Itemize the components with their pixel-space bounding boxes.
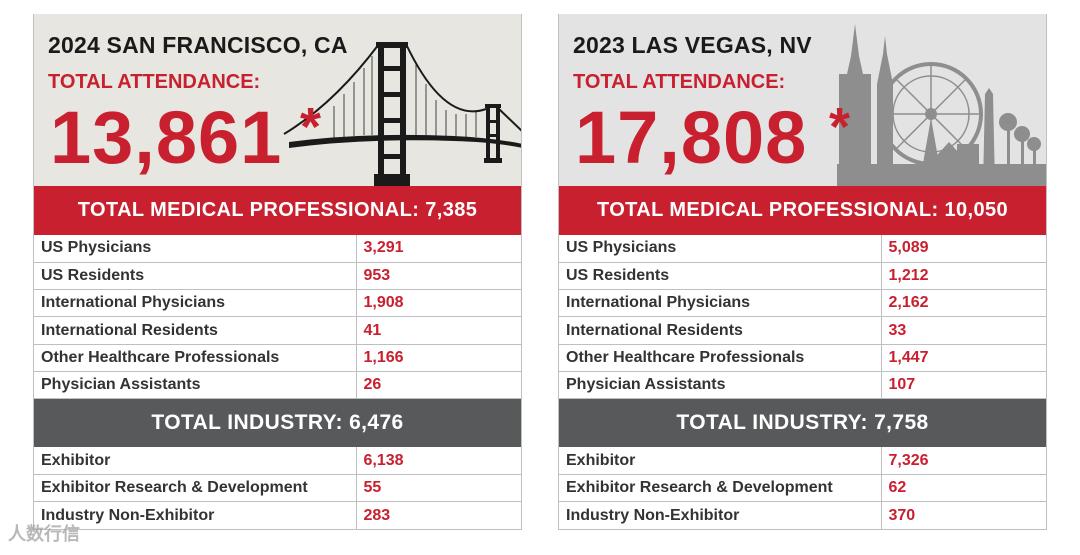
row-label: International Physicians xyxy=(559,289,882,318)
row-label: Other Healthcare Professionals xyxy=(34,344,357,372)
row-label: US Physicians xyxy=(34,235,357,263)
row-label: Industry Non-Exhibitor xyxy=(559,501,882,530)
table-row: US Physicians 5,089 xyxy=(559,235,1046,263)
table-row: Physician Assistants 107 xyxy=(559,371,1046,400)
row-value: 283 xyxy=(356,501,521,530)
sf-hero: 2024 SAN FRANCISCO, CA TOTAL ATTENDANCE:… xyxy=(34,14,521,186)
attendance-asterisk: * xyxy=(829,97,851,157)
row-label: Exhibitor Research & Development xyxy=(34,474,357,503)
row-label: Industry Non-Exhibitor xyxy=(34,501,357,530)
row-value: 1,447 xyxy=(881,344,1046,372)
san-francisco-panel: 2024 SAN FRANCISCO, CA TOTAL ATTENDANCE:… xyxy=(33,14,522,530)
table-row: US Physicians 3,291 xyxy=(34,235,521,263)
lv-hero: 2023 LAS VEGAS, NV TOTAL ATTENDANCE: 17,… xyxy=(559,14,1046,186)
watermark: 人数行信 xyxy=(8,524,80,544)
row-label: International Residents xyxy=(34,316,357,345)
row-label: International Residents xyxy=(559,316,882,345)
table-row: International Physicians 1,908 xyxy=(34,289,521,318)
row-value: 1,908 xyxy=(356,289,521,318)
row-label: US Residents xyxy=(34,262,357,291)
row-value: 2,162 xyxy=(881,289,1046,318)
row-value: 62 xyxy=(881,474,1046,503)
row-label: Exhibitor xyxy=(34,447,357,476)
las-vegas-panel: 2023 LAS VEGAS, NV TOTAL ATTENDANCE: 17,… xyxy=(558,14,1047,530)
table-row: Industry Non-Exhibitor 370 xyxy=(559,501,1046,530)
total-attendance-value: 13,861 xyxy=(50,96,283,179)
table-row: International Residents 33 xyxy=(559,316,1046,345)
row-label: Other Healthcare Professionals xyxy=(559,344,882,372)
row-value: 55 xyxy=(356,474,521,503)
table-row: International Residents 41 xyxy=(34,316,521,345)
row-value: 6,138 xyxy=(356,447,521,476)
medical-professional-table: US Physicians 3,291 US Residents 953 Inter… xyxy=(34,235,521,400)
row-label: Physician Assistants xyxy=(34,371,357,400)
row-value: 7,326 xyxy=(881,447,1046,476)
table-row: Other Healthcare Professionals 1,447 xyxy=(559,344,1046,372)
city-title: 2024 SAN FRANCISCO, CA xyxy=(48,32,348,58)
table-row: Physician Assistants 26 xyxy=(34,371,521,400)
row-value: 26 xyxy=(356,371,521,400)
row-label: International Physicians xyxy=(34,289,357,318)
row-label: Exhibitor Research & Development xyxy=(559,474,882,503)
medical-professional-header: TOTAL MEDICAL PROFESSIONAL: 10,050 xyxy=(559,186,1046,235)
row-value: 1,212 xyxy=(881,262,1046,291)
total-attendance-label: TOTAL ATTENDANCE: xyxy=(48,71,261,93)
las-vegas-skyline-illustration xyxy=(837,24,1046,186)
row-label: Physician Assistants xyxy=(559,371,882,400)
row-value: 953 xyxy=(356,262,521,291)
table-row: Exhibitor 7,326 xyxy=(559,447,1046,476)
attendance-asterisk: * xyxy=(300,97,322,157)
industry-header: TOTAL INDUSTRY: 7,758 xyxy=(559,399,1046,448)
table-row: US Residents 1,212 xyxy=(559,262,1046,291)
row-label: Exhibitor xyxy=(559,447,882,476)
golden-gate-bridge-illustration xyxy=(283,42,521,186)
table-row: Exhibitor Research & Development 62 xyxy=(559,474,1046,503)
row-value: 3,291 xyxy=(356,235,521,263)
table-row: Industry Non-Exhibitor 283 xyxy=(34,501,521,530)
row-label: US Residents xyxy=(559,262,882,291)
industry-table: Exhibitor 7,326 Exhibitor Research & Deve… xyxy=(559,447,1046,530)
industry-header: TOTAL INDUSTRY: 6,476 xyxy=(34,399,521,448)
table-row: Exhibitor Research & Development 55 xyxy=(34,474,521,503)
industry-table: Exhibitor 6,138 Exhibitor Research & Deve… xyxy=(34,447,521,530)
table-row: Other Healthcare Professionals 1,166 xyxy=(34,344,521,372)
table-row: US Residents 953 xyxy=(34,262,521,291)
row-value: 33 xyxy=(881,316,1046,345)
table-row: Exhibitor 6,138 xyxy=(34,447,521,476)
table-row: International Physicians 2,162 xyxy=(559,289,1046,318)
medical-professional-header: TOTAL MEDICAL PROFESSIONAL: 7,385 xyxy=(34,186,521,235)
total-attendance-label: TOTAL ATTENDANCE: xyxy=(573,71,786,93)
row-value: 5,089 xyxy=(881,235,1046,263)
total-attendance-value: 17,808 xyxy=(575,96,808,179)
row-value: 1,166 xyxy=(356,344,521,372)
medical-professional-table: US Physicians 5,089 US Residents 1,212 Int… xyxy=(559,235,1046,400)
row-value: 41 xyxy=(356,316,521,345)
city-title: 2023 LAS VEGAS, NV xyxy=(573,32,812,58)
row-value: 107 xyxy=(881,371,1046,400)
row-value: 370 xyxy=(881,501,1046,530)
row-label: US Physicians xyxy=(559,235,882,263)
